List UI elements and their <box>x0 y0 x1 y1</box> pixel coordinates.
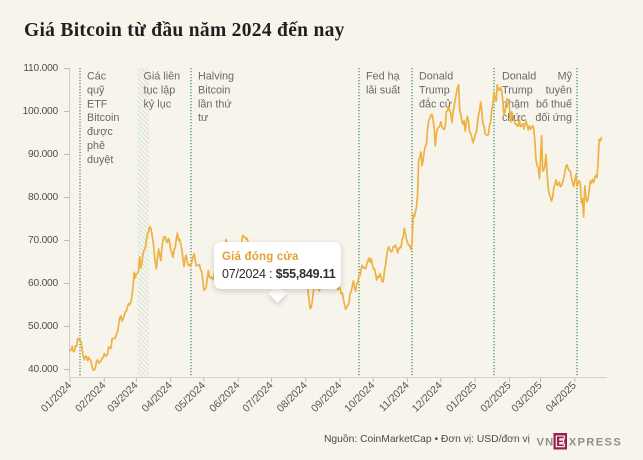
svg-text:50.000: 50.000 <box>28 321 58 332</box>
svg-text:90.000: 90.000 <box>28 149 58 160</box>
svg-text:lãi suất: lãi suất <box>366 84 400 96</box>
svg-text:40.000: 40.000 <box>28 364 58 375</box>
svg-text:tục lập: tục lập <box>144 84 176 96</box>
svg-text:đối ứng: đối ứng <box>535 112 572 124</box>
svg-text:02/2025: 02/2025 <box>478 379 513 414</box>
svg-text:06/2024: 06/2024 <box>207 379 242 414</box>
svg-text:Mỹ: Mỹ <box>558 71 573 83</box>
svg-text:110.000: 110.000 <box>23 63 58 74</box>
svg-text:70.000: 70.000 <box>28 235 58 246</box>
svg-text:chức: chức <box>502 112 527 124</box>
svg-text:04/2024: 04/2024 <box>139 379 174 414</box>
svg-text:kỷ lục: kỷ lục <box>144 98 172 110</box>
svg-text:02/2024: 02/2024 <box>73 379 108 414</box>
svg-text:01/2025: 01/2025 <box>444 379 479 414</box>
svg-text:Fed hạ: Fed hạ <box>366 71 400 83</box>
svg-text:VN: VN <box>537 436 555 448</box>
svg-text:Donald: Donald <box>502 71 536 83</box>
svg-text:03/2024: 03/2024 <box>105 379 140 414</box>
svg-text:05/2024: 05/2024 <box>173 379 208 414</box>
svg-text:tư: tư <box>198 112 208 124</box>
svg-text:12/2024: 12/2024 <box>410 379 445 414</box>
svg-text:Halving: Halving <box>198 71 234 83</box>
svg-text:100.000: 100.000 <box>23 106 59 117</box>
svg-text:10/2024: 10/2024 <box>342 379 377 414</box>
svg-text:quỹ: quỹ <box>87 84 105 96</box>
svg-text:lần thứ: lần thứ <box>198 98 232 110</box>
svg-text:Bitcoin: Bitcoin <box>198 84 230 96</box>
svg-text:phê: phê <box>87 140 105 152</box>
svg-text:07/2024: 07/2024 <box>240 379 275 414</box>
svg-text:01/2024: 01/2024 <box>39 379 74 414</box>
svg-text:60.000: 60.000 <box>28 278 58 289</box>
svg-text:09/2024: 09/2024 <box>309 379 344 414</box>
svg-text:04/2025: 04/2025 <box>544 379 579 414</box>
svg-text:80.000: 80.000 <box>28 192 58 203</box>
svg-text:Donald: Donald <box>419 71 453 83</box>
svg-text:ETF: ETF <box>87 98 108 110</box>
svg-text:bố thuế: bố thuế <box>536 98 572 110</box>
svg-text:đắc cử: đắc cử <box>419 97 452 110</box>
svg-text:11/2024: 11/2024 <box>377 379 412 414</box>
svg-text:Bitcoin: Bitcoin <box>87 112 119 124</box>
svg-text:03/2025: 03/2025 <box>509 379 544 414</box>
svg-text:XPRESS: XPRESS <box>569 436 623 448</box>
svg-text:Trump: Trump <box>419 84 450 96</box>
svg-text:duyệt: duyệt <box>87 154 113 166</box>
svg-text:tuyên: tuyên <box>546 84 572 96</box>
svg-text:08/2024: 08/2024 <box>275 379 310 414</box>
svg-text:Các: Các <box>87 71 107 83</box>
svg-text:Trump: Trump <box>502 84 533 96</box>
svg-text:Giá liên: Giá liên <box>144 71 181 83</box>
svg-text:được: được <box>87 126 113 138</box>
